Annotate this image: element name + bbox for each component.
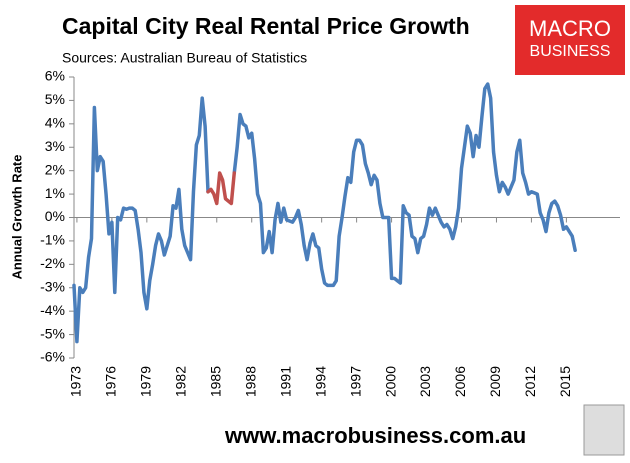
y-tick-label: 4% bbox=[45, 115, 65, 131]
y-tick-label: 3% bbox=[45, 138, 65, 154]
x-tick-label: 2006 bbox=[452, 366, 468, 397]
x-tick-label: 1982 bbox=[173, 366, 189, 397]
y-tick-label: 6% bbox=[45, 68, 65, 84]
chart-title: Capital City Real Rental Price Growth bbox=[62, 13, 470, 39]
wolf-icon bbox=[583, 404, 625, 456]
x-tick-label: 1976 bbox=[103, 366, 119, 397]
y-tick-label: 1% bbox=[45, 185, 65, 201]
y-tick-label: 5% bbox=[45, 91, 65, 107]
logo-text: MACRO bbox=[529, 16, 611, 41]
x-tick-label: 2015 bbox=[557, 366, 573, 397]
logo-box bbox=[515, 5, 625, 75]
x-tick-label: 1988 bbox=[242, 366, 258, 397]
x-tick-label: 2009 bbox=[487, 366, 503, 397]
logo-text: BUSINESS bbox=[530, 43, 611, 60]
x-tick-label: 1997 bbox=[347, 366, 363, 397]
x-tick-label: 1985 bbox=[207, 366, 223, 397]
y-tick-label: 2% bbox=[45, 161, 65, 177]
y-tick-label: -3% bbox=[40, 278, 65, 294]
x-tick-label: 2000 bbox=[382, 366, 398, 397]
x-tick-label: 1973 bbox=[68, 366, 84, 397]
y-tick-label: -1% bbox=[40, 232, 65, 248]
y-axis-label: Annual Growth Rate bbox=[9, 155, 24, 280]
y-tick-label: -2% bbox=[40, 255, 65, 271]
x-tick-label: 1991 bbox=[277, 366, 293, 397]
y-tick-label: -5% bbox=[40, 325, 65, 341]
y-tick-label: 0% bbox=[45, 208, 65, 224]
x-tick-label: 2003 bbox=[417, 366, 433, 397]
x-tick-label: 1979 bbox=[138, 366, 154, 397]
data-line bbox=[72, 82, 577, 344]
footer: www.macrobusiness.com.au bbox=[224, 423, 526, 448]
chart-subtitle: Sources: Australian Bureau of Statistics bbox=[62, 50, 307, 66]
y-tick-label: -6% bbox=[40, 349, 65, 365]
x-tick-label: 2012 bbox=[522, 366, 538, 397]
data-line bbox=[206, 171, 236, 206]
x-tick-label: 1994 bbox=[312, 366, 328, 397]
y-tick-label: -4% bbox=[40, 302, 65, 318]
